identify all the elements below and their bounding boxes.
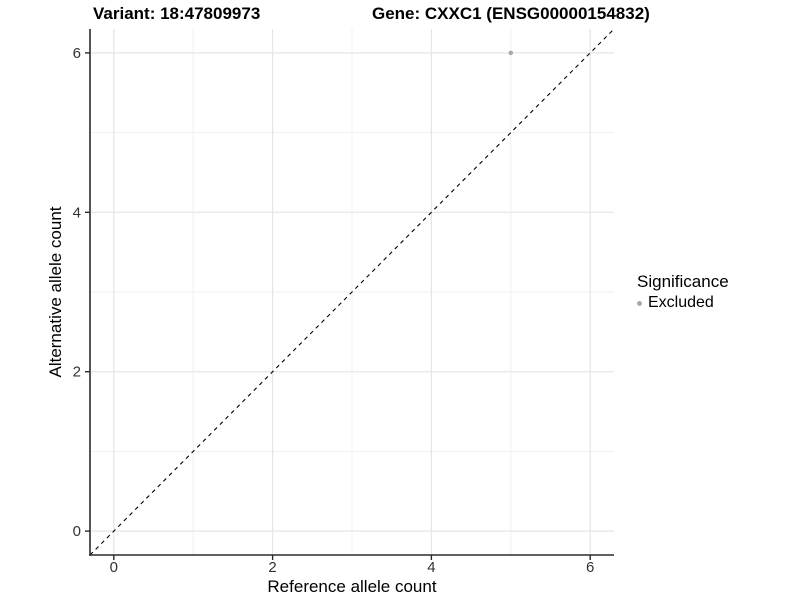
legend-item-label: Excluded [648, 294, 714, 311]
gridlines-major [90, 29, 614, 555]
y-axis-title: Alternative allele count [46, 206, 65, 378]
x-tick-label: 4 [427, 559, 435, 576]
x-axis-title: Reference allele count [267, 577, 437, 596]
y-tick-label: 6 [73, 45, 81, 62]
axis-lines [89, 29, 614, 556]
legend-item-excluded: Excluded [632, 294, 729, 312]
axis-tick-marks [85, 52, 591, 560]
data-point [508, 50, 514, 56]
x-tick-label: 6 [586, 559, 594, 576]
y-tick-label: 0 [73, 523, 81, 540]
plot-title-gene: Gene: CXXC1 (ENSG00000154832) [372, 4, 650, 23]
legend-key-dot-icon [637, 300, 642, 306]
legend-title: Significance [637, 272, 729, 291]
plot-title-variant: Variant: 18:47809973 [93, 4, 261, 23]
x-tick-label: 0 [110, 559, 118, 576]
axis-tick-labels: 0 2 4 6 0 2 4 6 [73, 45, 595, 576]
identity-line [89, 28, 615, 556]
identity-dashed-line [89, 28, 615, 556]
y-tick-label: 2 [73, 364, 81, 381]
gridlines-minor [90, 29, 614, 555]
y-tick-label: 4 [73, 204, 81, 221]
x-tick-label: 2 [268, 559, 276, 576]
data-points [508, 50, 514, 56]
legend: Significance Excluded [632, 272, 729, 312]
